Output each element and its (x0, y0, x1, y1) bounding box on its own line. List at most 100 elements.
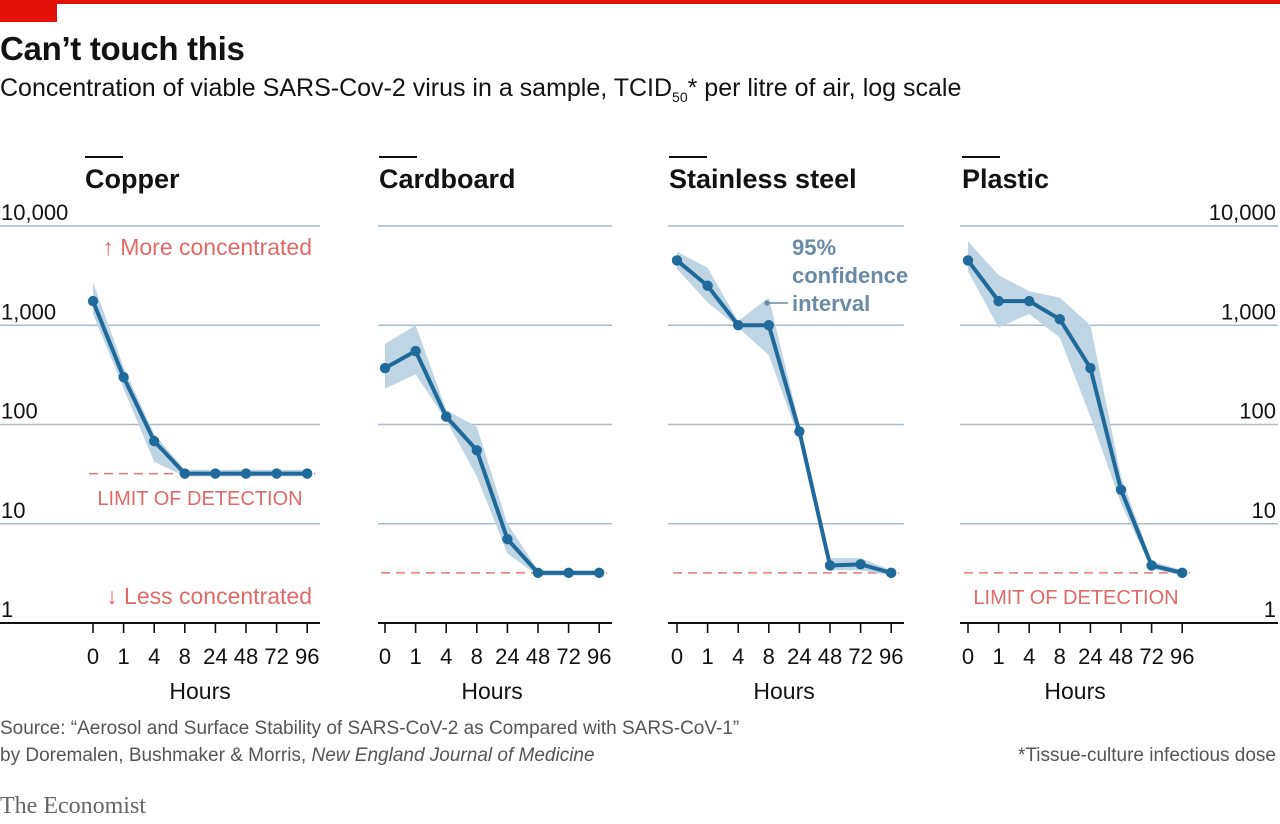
subtitle-tail: * per litre of air, log scale (687, 74, 962, 102)
y-tick-label: 10 (1, 498, 25, 523)
subtitle-main: Concentration of viable SARS-Cov-2 virus… (0, 74, 673, 102)
limit-of-detection-label: LIMIT OF DETECTION (97, 488, 302, 510)
data-point (855, 559, 866, 570)
y-tick-label: 100 (1, 399, 38, 424)
data-point (441, 411, 452, 422)
x-tick-label: 24 (495, 644, 519, 669)
x-tick-label: 8 (179, 644, 191, 669)
data-point (886, 567, 897, 579)
y-tick-label: 1 (1, 597, 13, 622)
data-point (794, 426, 805, 437)
x-tick-label: 96 (1170, 644, 1194, 669)
data-point (1115, 484, 1127, 495)
x-tick-label: 1 (117, 644, 129, 669)
x-tick-label: 72 (556, 644, 580, 669)
source-line-1: Source: “Aerosol and Surface Stability o… (0, 718, 740, 739)
data-point (824, 560, 836, 571)
source-authors: by Doremalen, Bushmaker & Morris, (0, 745, 312, 766)
confidence-annotation-line-1: 95% (792, 235, 836, 260)
x-tick-label: 96 (587, 644, 611, 669)
data-point (1023, 295, 1035, 307)
x-tick-label: 48 (1109, 644, 1133, 669)
chart-title: Can’t touch this (0, 30, 245, 67)
data-point (1146, 560, 1157, 571)
y-tick-label: 1,000 (1221, 299, 1276, 324)
y-tick-label: 10 (1252, 498, 1276, 523)
panel-title: Copper (85, 164, 180, 194)
x-tick-label: 0 (671, 644, 683, 669)
data-point (671, 255, 683, 266)
x-axis-label: Hours (461, 678, 522, 704)
data-point (702, 280, 713, 291)
x-tick-label: 8 (763, 644, 775, 669)
x-axis-label: Hours (169, 678, 230, 704)
source-line-2: by Doremalen, Bushmaker & Morris, New En… (0, 745, 595, 767)
x-tick-label: 24 (203, 644, 227, 669)
confidence-annotation-line-3: interval (792, 291, 870, 316)
y-tick-label: 10,000 (1209, 200, 1276, 225)
more-concentrated-label: ↑ More concentrated (102, 234, 312, 260)
subtitle-subscript: 50 (672, 89, 688, 105)
panel-title: Stainless steel (669, 164, 857, 194)
data-point (471, 445, 482, 456)
data-point (149, 435, 160, 447)
x-tick-label: 4 (440, 644, 452, 669)
data-point (563, 567, 574, 579)
x-tick-label: 1 (409, 644, 421, 669)
x-tick-label: 8 (471, 644, 483, 669)
x-tick-label: 4 (1023, 644, 1035, 669)
x-tick-label: 8 (1054, 644, 1066, 669)
x-tick-label: 4 (148, 644, 160, 669)
less-concentrated-label: ↓ Less concentrated (106, 583, 312, 609)
x-tick-label: 72 (264, 644, 288, 669)
data-point (302, 468, 313, 479)
series-line (384, 349, 600, 575)
confidence-band (385, 325, 600, 576)
source-journal: New England Journal of Medicine (311, 745, 595, 766)
top-red-rule (0, 0, 1280, 4)
x-tick-label: 0 (87, 644, 99, 669)
x-tick-label: 0 (379, 644, 391, 669)
x-tick-label: 4 (732, 644, 744, 669)
chart-subtitle: Concentration of viable SARS-Cov-2 virus… (0, 74, 961, 105)
data-point (733, 320, 744, 331)
y-tick-label: 10,000 (1, 200, 68, 225)
data-point (502, 533, 513, 545)
data-point (87, 295, 99, 307)
x-tick-label: 24 (1078, 644, 1102, 669)
data-point (1177, 567, 1188, 579)
x-tick-label: 96 (879, 644, 903, 669)
x-tick-label: 96 (295, 644, 319, 669)
limit-of-detection-label: LIMIT OF DETECTION (973, 587, 1178, 609)
data-point (763, 320, 774, 331)
data-point (240, 468, 252, 479)
x-tick-label: 24 (787, 644, 811, 669)
confidence-band (677, 251, 892, 576)
data-point (179, 468, 190, 479)
data-point (594, 567, 605, 579)
brand-red-tag (0, 0, 57, 22)
panel-title: Cardboard (379, 164, 516, 194)
panel-title: Plastic (962, 164, 1049, 194)
y-tick-label: 1,000 (1, 299, 56, 324)
x-tick-label: 72 (1139, 644, 1163, 669)
confidence-annotation-line-2: confidence (792, 263, 908, 288)
data-point (993, 295, 1004, 307)
data-point (410, 345, 421, 357)
confidence-band (968, 241, 1183, 576)
data-point (210, 468, 221, 479)
x-tick-label: 48 (234, 644, 258, 669)
y-tick-label: 1 (1264, 597, 1276, 622)
data-point (1054, 314, 1066, 325)
x-tick-label: 0 (962, 644, 974, 669)
x-tick-label: 1 (992, 644, 1004, 669)
data-point (1085, 362, 1096, 374)
x-tick-label: 48 (526, 644, 550, 669)
footnote: *Tissue-culture infectious dose (1017, 745, 1276, 766)
x-axis-label: Hours (753, 678, 814, 704)
data-point (379, 362, 391, 374)
